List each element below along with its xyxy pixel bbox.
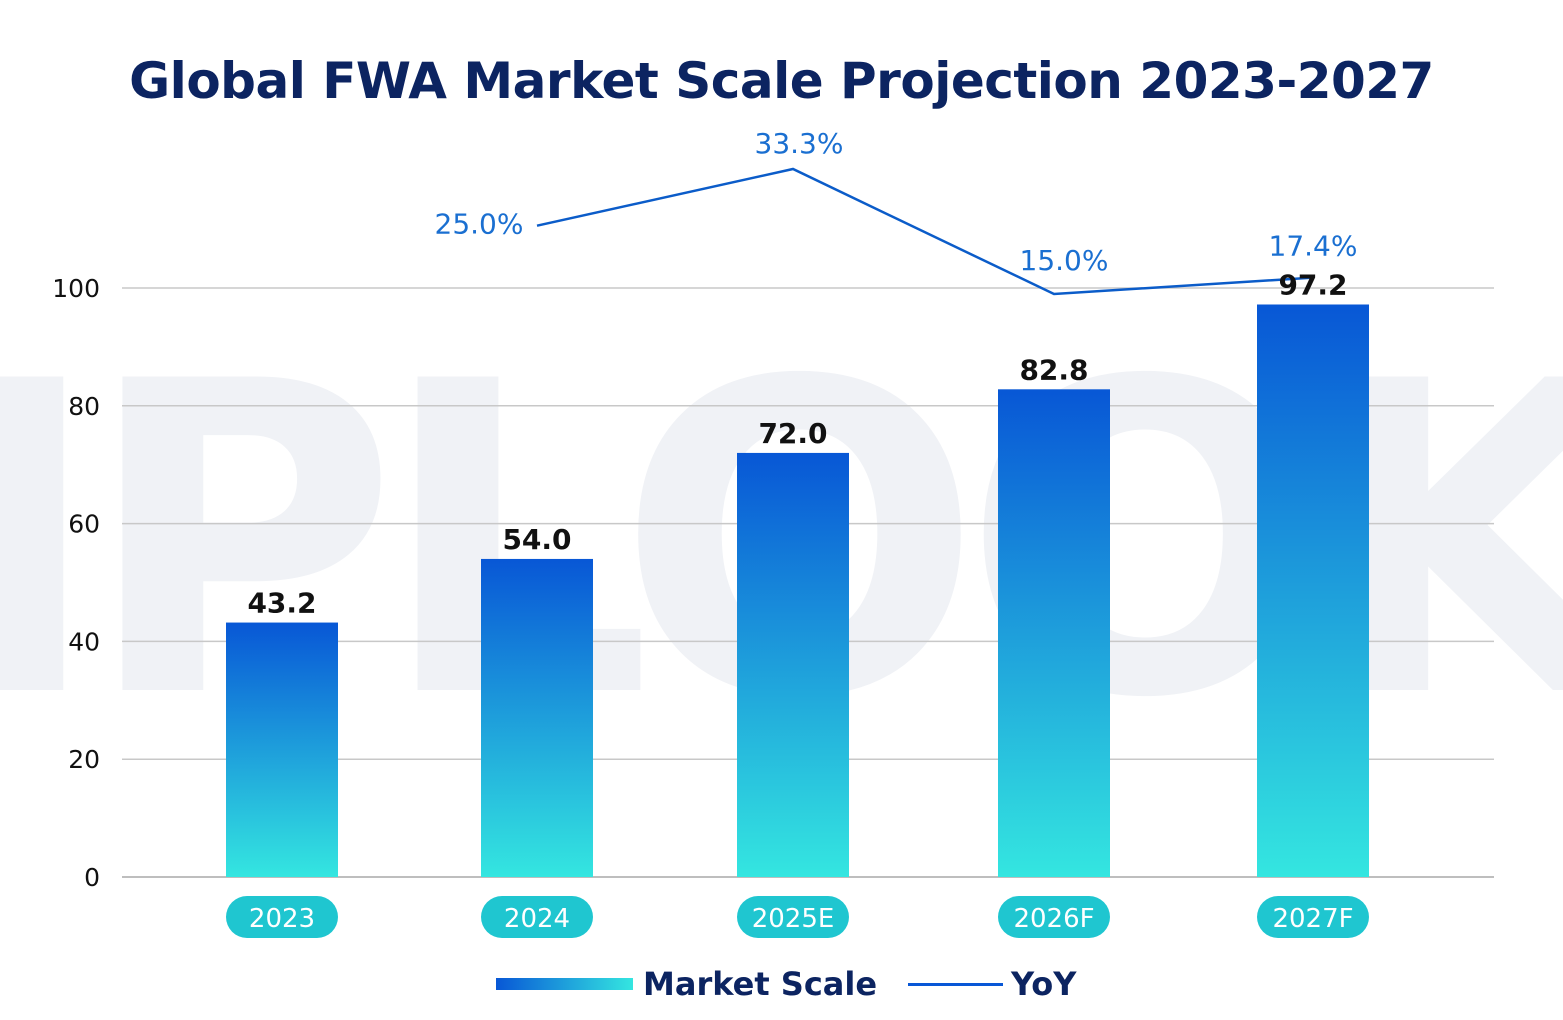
bar-value-label: 43.2 <box>247 587 316 620</box>
y-tick-label: 100 <box>52 274 100 303</box>
legend: Market Scale YoY <box>0 962 1563 1006</box>
bar-value-label: 54.0 <box>502 523 571 556</box>
x-tick-label: 2026F <box>1013 904 1094 934</box>
x-tick-label: 2025E <box>752 904 835 934</box>
bar-value-label: 72.0 <box>758 417 827 450</box>
legend-swatch-line <box>908 982 1003 986</box>
yoy-value-label: 15.0% <box>1020 244 1109 277</box>
x-tick-label: 2023 <box>249 904 315 934</box>
category-pill <box>1257 896 1369 938</box>
category-pill <box>998 896 1110 938</box>
bar-2023 <box>226 622 338 877</box>
legend-swatch-bar <box>496 978 633 990</box>
legend-label-market-scale: Market Scale <box>643 965 878 1003</box>
chart-title: Global FWA Market Scale Projection 2023-… <box>129 52 1434 110</box>
y-tick-label: 20 <box>68 745 100 774</box>
category-pill <box>737 896 849 938</box>
bar-value-label: 97.2 <box>1278 268 1347 301</box>
x-tick-label: 2027F <box>1272 904 1353 934</box>
yoy-value-label: 25.0% <box>435 208 524 241</box>
y-tick-label: 40 <box>68 627 100 656</box>
yoy-value-label: 33.3% <box>755 127 844 160</box>
y-tick-label: 80 <box>68 392 100 421</box>
x-tick-label: 2024 <box>504 904 570 934</box>
legend-label-yoy: YoY <box>1011 965 1077 1003</box>
bar-value-label: 82.8 <box>1019 353 1088 386</box>
yoy-value-label: 17.4% <box>1269 230 1358 263</box>
legend-item-market-scale: Market Scale <box>496 962 877 1006</box>
y-tick-label: 0 <box>84 863 100 892</box>
bar-2024 <box>481 558 593 877</box>
bar-2025E <box>737 452 849 877</box>
category-pill <box>481 896 593 938</box>
bar-2027F <box>1257 304 1369 877</box>
category-pill <box>226 896 338 938</box>
yoy-line <box>536 167 1314 296</box>
bar-2026F <box>998 389 1110 877</box>
legend-item-yoy: YoY <box>908 962 1076 1006</box>
y-tick-label: 60 <box>68 510 100 539</box>
